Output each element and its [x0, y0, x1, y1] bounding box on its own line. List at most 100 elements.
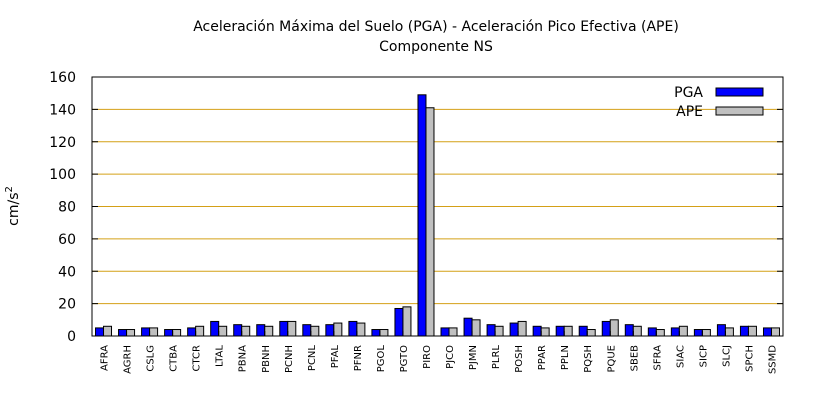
- bar-ape-ltal: [218, 325, 228, 337]
- bar-ape-pbnh: [264, 325, 274, 337]
- chart-title: Aceleración Máxima del Suelo (PGA) - Ace…: [193, 19, 679, 35]
- bar-pga-pjco: [440, 327, 450, 337]
- bar-ape-sfra: [655, 329, 665, 337]
- bar-pga-ltal: [210, 320, 220, 337]
- bar-pga-spch: [739, 325, 749, 337]
- bar-ape-siac: [678, 325, 688, 337]
- x-category-label: SPCH: [744, 345, 755, 372]
- bar-pga-sbeb: [624, 324, 634, 337]
- bar-pga-sicp: [693, 329, 703, 337]
- bar-ape-slcj: [724, 327, 734, 337]
- x-category-label: CTCR: [192, 345, 203, 371]
- bar-pga-cslg: [141, 327, 151, 337]
- bar-ape-pgto: [402, 306, 412, 337]
- x-category-label: PQSH: [583, 345, 594, 373]
- bar-pga-agrh: [118, 329, 128, 337]
- bar-ape-ctba: [172, 329, 182, 337]
- x-category-label: PCNL: [307, 345, 318, 371]
- bar-pga-ssmd: [762, 327, 772, 337]
- bar-pga-pque: [601, 320, 611, 337]
- x-category-label: PJMN: [468, 345, 479, 370]
- legend-swatch-ape: [715, 106, 764, 116]
- x-category-label: CTBA: [169, 345, 180, 372]
- y-tick-label: 140: [49, 102, 76, 118]
- y-tick-label: 40: [58, 264, 76, 280]
- x-category-label: LTAL: [215, 345, 226, 367]
- bar-ape-pgol: [379, 329, 389, 337]
- y-axis-label-unit: cm/s: [6, 193, 22, 226]
- bar-pga-slcj: [716, 324, 726, 337]
- y-axis-label: cm/s2: [4, 186, 22, 226]
- x-category-label: SFRA: [652, 345, 663, 371]
- bar-ape-pfal: [333, 322, 343, 337]
- bar-pga-pqsh: [578, 325, 588, 337]
- bar-ape-ssmd: [770, 327, 780, 337]
- plot-frame: [91, 76, 784, 337]
- bar-ape-piro: [425, 107, 435, 337]
- bar-ape-pbna: [241, 325, 251, 337]
- x-category-label: AFRA: [100, 345, 111, 371]
- x-category-label: PBNA: [238, 345, 249, 372]
- bar-ape-pque: [609, 319, 619, 337]
- bar-pga-pgto: [394, 307, 404, 337]
- bar-ape-pfnr: [356, 322, 366, 337]
- bar-ape-pcnh: [287, 320, 297, 337]
- x-category-label: SSMD: [767, 345, 778, 374]
- bar-ape-pqsh: [586, 329, 596, 337]
- y-tick-label: 60: [58, 232, 76, 248]
- y-tick-label: 80: [58, 200, 76, 216]
- bar-ape-ctcr: [195, 325, 205, 337]
- legend-label-pga: PGA: [674, 85, 703, 101]
- bar-ape-spch: [747, 325, 757, 337]
- x-category-label: PPLN: [560, 345, 571, 370]
- chart-subtitle: Componente NS: [379, 39, 493, 55]
- bar-pga-ppar: [532, 325, 542, 337]
- bar-ape-plrl: [494, 325, 504, 337]
- bar-ape-pjco: [448, 327, 458, 337]
- bar-ape-agrh: [126, 329, 136, 337]
- bar-pga-siac: [670, 327, 680, 337]
- x-category-label: SLCJ: [721, 345, 732, 367]
- bar-ape-pcnl: [310, 325, 320, 337]
- bar-ape-ppar: [540, 327, 550, 337]
- x-category-label: PFNR: [353, 345, 364, 371]
- bar-pga-piro: [417, 94, 427, 337]
- bar-ape-posh: [517, 320, 527, 337]
- bar-pga-plrl: [486, 324, 496, 337]
- bar-pga-ctba: [164, 329, 174, 337]
- x-category-label: PCNH: [284, 345, 295, 373]
- bar-pga-posh: [509, 322, 519, 337]
- y-tick-label: 100: [49, 167, 76, 183]
- bar-pga-pcnh: [279, 320, 289, 337]
- x-category-label: PBNH: [261, 345, 272, 373]
- y-tick-label: 120: [49, 135, 76, 151]
- x-category-label: AGRH: [123, 345, 134, 374]
- x-category-label: SICP: [698, 345, 709, 367]
- bar-pga-pcnl: [302, 324, 312, 337]
- x-category-label: SIAC: [675, 345, 686, 368]
- x-category-label: PGOL: [376, 345, 387, 373]
- bar-pga-sfra: [647, 327, 657, 337]
- x-category-label: PJCO: [445, 345, 456, 369]
- bar-ape-ppln: [563, 325, 573, 337]
- bar-pga-ppln: [555, 325, 565, 337]
- bar-pga-pbna: [233, 324, 243, 337]
- legend-swatch-pga: [715, 87, 764, 97]
- x-category-label: PGTO: [399, 345, 410, 373]
- bar-ape-sbeb: [632, 325, 642, 337]
- x-category-label: PQUE: [606, 345, 617, 373]
- x-category-label: PFAL: [330, 345, 341, 369]
- x-category-label: PIRO: [422, 345, 433, 369]
- bar-ape-afra: [103, 325, 113, 337]
- bar-pga-pbnh: [256, 324, 266, 337]
- bar-pga-pjmn: [463, 317, 473, 337]
- y-tick-label: 160: [49, 70, 76, 86]
- bar-ape-sicp: [701, 329, 711, 337]
- legend-label-ape: APE: [676, 104, 703, 120]
- bar-pga-pfal: [325, 324, 335, 337]
- bar-pga-afra: [95, 327, 105, 337]
- bar-pga-pfnr: [348, 320, 358, 337]
- x-category-label: POSH: [514, 345, 525, 373]
